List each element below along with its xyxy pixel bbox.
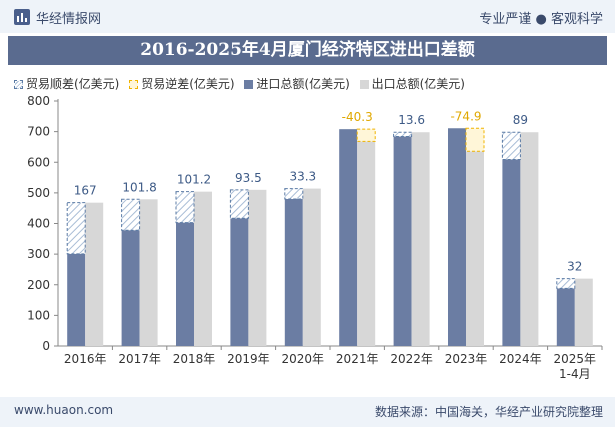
import-bar	[448, 128, 466, 346]
legend-swatch-surplus	[14, 80, 23, 89]
data-label: 101.2	[177, 173, 211, 187]
x-tick-label: 2020年	[282, 352, 325, 366]
legend-swatch-import	[244, 80, 254, 89]
legend-item-deficit: 贸易逆差(亿美元)	[129, 75, 235, 92]
legend-label-deficit: 贸易逆差(亿美元)	[141, 77, 235, 91]
y-tick-label: 700	[27, 125, 50, 139]
title-bar: 2016-2025年4月厦门经济特区进出口差额	[8, 36, 607, 65]
data-label: 33.3	[289, 170, 316, 184]
y-tick-label: 100	[27, 308, 50, 322]
surplus-bar	[284, 188, 304, 200]
x-tick-label: 2025年	[554, 352, 597, 366]
site-url: www.huaon.com	[14, 403, 114, 417]
x-tick-label: 2016年	[64, 352, 107, 366]
import-bar	[284, 199, 303, 346]
legend-label-surplus: 贸易顺差(亿美元)	[26, 77, 120, 91]
y-tick-label: 300	[27, 247, 50, 261]
export-bar	[194, 191, 212, 346]
deficit-bar	[465, 127, 485, 152]
x-tick-label: 2019年	[227, 352, 270, 366]
y-tick-label: 800	[27, 94, 50, 108]
y-tick-label: 600	[27, 155, 50, 169]
x-tick-label: 2018年	[173, 352, 216, 366]
export-bar	[85, 202, 104, 346]
y-tick-label: 400	[27, 217, 50, 231]
legend-item-export: 出口总额(亿美元)	[359, 75, 465, 92]
x-tick-label: 2021年	[336, 352, 379, 366]
x-tick-label: 2022年	[390, 352, 433, 366]
legend-item-import: 进口总额(亿美元)	[244, 75, 350, 92]
y-tick-label: 500	[27, 186, 50, 200]
import-bar	[393, 136, 412, 346]
export-bar	[248, 189, 267, 346]
legend-label-import: 进口总额(亿美元)	[256, 77, 350, 91]
chart-title: 2016-2025年4月厦门经济特区进出口差额	[140, 40, 475, 60]
import-bar	[176, 222, 194, 346]
x-tick-label: 2017年	[118, 352, 161, 366]
export-bar	[357, 141, 376, 346]
data-label: 101.8	[122, 180, 156, 194]
surplus-bar	[121, 198, 141, 231]
import-bar	[502, 159, 521, 346]
export-bar	[520, 132, 539, 346]
import-bar	[339, 129, 358, 346]
y-tick-label: 0	[42, 339, 50, 353]
legend-swatch-deficit	[129, 80, 139, 89]
surplus-bar	[556, 278, 576, 289]
import-bar	[121, 230, 140, 346]
surplus-bar	[175, 191, 195, 224]
export-bar	[466, 151, 484, 346]
import-bar	[556, 288, 575, 346]
import-bar	[67, 253, 86, 346]
export-bar	[411, 132, 430, 346]
export-bar	[302, 188, 321, 346]
brand-name: 华经情报网	[36, 12, 102, 27]
footer-bar: www.huaon.com 数据来源：中国海关，华经产业研究院整理	[0, 397, 615, 427]
x-tick-label: 2024年	[499, 352, 542, 366]
data-label: -74.9	[450, 109, 481, 123]
deficit-bar	[356, 128, 376, 142]
data-label: 32	[567, 260, 582, 274]
surplus-bar	[229, 189, 249, 219]
x-tick-label: 1-4月	[559, 367, 591, 381]
data-label: 13.6	[398, 113, 425, 127]
brand-logo-icon	[14, 9, 30, 25]
legend-label-export: 出口总额(亿美元)	[371, 77, 465, 91]
bar-chart: 0 100 200 300 400 500 600 700 800 167 2016年 101.8 20…	[27, 94, 603, 381]
surplus-bar	[66, 202, 86, 255]
data-label: 89	[513, 113, 528, 127]
legend-item-surplus: 贸易顺差(亿美元)	[14, 75, 119, 92]
tagline: 专业严谨 ● 客观科学	[479, 12, 603, 27]
x-tick-label: 2023年	[445, 352, 488, 366]
surplus-bar	[393, 131, 413, 138]
export-bar	[139, 199, 158, 346]
export-bar	[574, 278, 593, 346]
data-label: 167	[74, 184, 97, 198]
data-source: 数据来源：中国海关，华经产业研究院整理	[374, 405, 603, 419]
import-bar	[230, 218, 249, 346]
data-label: 93.5	[235, 171, 262, 185]
y-tick-label: 200	[27, 278, 50, 292]
data-label: -40.3	[342, 110, 373, 124]
header-bar: 华经情报网 专业严谨 ● 客观科学	[0, 0, 615, 33]
legend: 贸易顺差(亿美元) 贸易逆差(亿美元) 进口总额(亿美元) 出口总额(亿美元)	[14, 75, 471, 93]
legend-swatch-export	[359, 80, 369, 89]
surplus-bar	[501, 131, 521, 160]
